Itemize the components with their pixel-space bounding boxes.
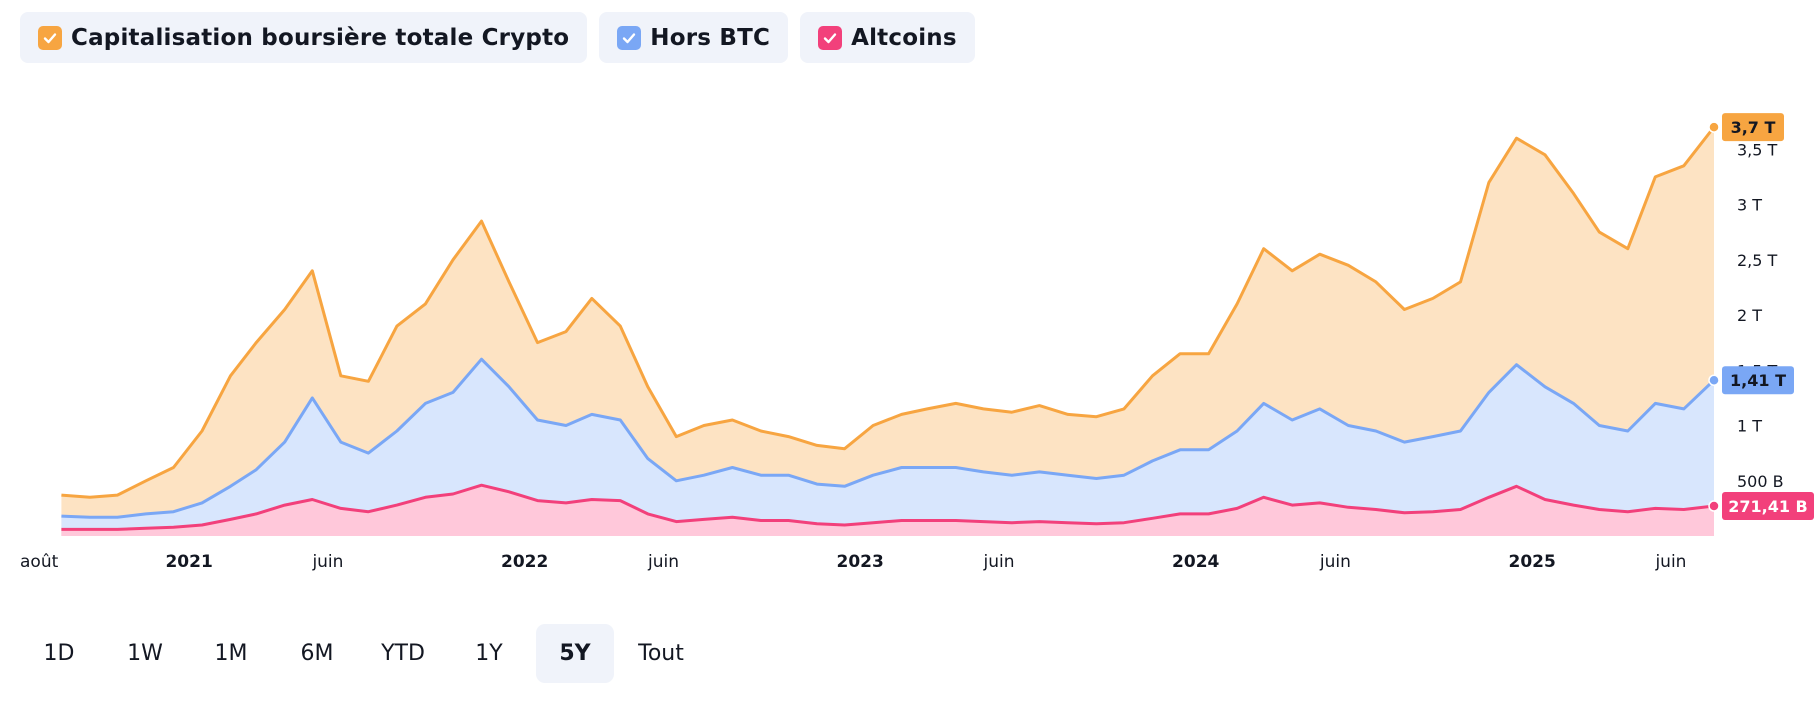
- series-lines: [61, 126, 1716, 531]
- y-tick-label: 3,5 T: [1737, 140, 1778, 159]
- y-axis: 500 B1 T1,5 T2 T2,5 T3 T3,5 T: [1737, 140, 1784, 491]
- x-tick-label: 2025: [1508, 552, 1555, 572]
- checkbox-checked-icon[interactable]: [38, 25, 62, 50]
- range-button-1w[interactable]: 1W: [127, 641, 163, 666]
- last-value-label: 3,7 T: [1731, 118, 1776, 137]
- last-point-marker: [1708, 500, 1720, 512]
- range-button-1d[interactable]: 1D: [43, 641, 75, 666]
- last-value-label: 1,41 T: [1730, 371, 1786, 390]
- market-cap-chart[interactable]: 500 B1 T1,5 T2 T2,5 T3 T3,5 Taoût2021jui…: [0, 0, 1820, 600]
- chart-legend: Capitalisation boursière totale Crypto Ho…: [20, 12, 975, 63]
- series-line-1: [61, 126, 1716, 499]
- range-button-6m[interactable]: 6M: [300, 641, 334, 666]
- last-value-label: 271,41 B: [1728, 497, 1808, 516]
- checkbox-checked-icon[interactable]: [617, 25, 642, 50]
- x-tick-label: 2022: [501, 552, 548, 572]
- range-button-1y[interactable]: 1Y: [475, 641, 503, 666]
- x-tick-label: 2021: [165, 552, 212, 572]
- last-value-badge: [1722, 492, 1814, 521]
- series-areas: [61, 127, 1714, 536]
- last-value-badge: [1722, 366, 1794, 395]
- x-tick-label: 2024: [1172, 552, 1219, 572]
- legend-label: Capitalisation boursière totale Crypto: [71, 24, 570, 51]
- series-line-2: [61, 357, 1716, 519]
- series-line-3: [61, 483, 1715, 531]
- last-value-badges: 3,7 T 1,41 T 271,41 B: [1708, 113, 1814, 521]
- y-tick-label: 3 T: [1737, 196, 1762, 215]
- series-area-3: [61, 485, 1714, 536]
- last-value-badge: [1722, 113, 1784, 142]
- x-tick-label: août: [20, 552, 59, 572]
- legend-item-2[interactable]: Hors BTC: [599, 12, 789, 63]
- legend-label: Altcoins: [851, 24, 957, 51]
- checkbox-checked-icon[interactable]: [818, 25, 843, 50]
- legend-label: Hors BTC: [650, 24, 771, 51]
- time-range-selector: 1D 1W 1M 6M YTD 1Y 5Y Tout: [20, 624, 708, 683]
- range-button-5y[interactable]: 5Y: [536, 624, 614, 683]
- x-tick-label: juin: [1654, 552, 1686, 572]
- y-tick-label: 1 T: [1737, 417, 1762, 436]
- x-tick-label: juin: [982, 552, 1014, 572]
- range-button-tout[interactable]: Tout: [638, 641, 684, 666]
- legend-item-3[interactable]: Altcoins: [800, 12, 975, 63]
- x-tick-label: juin: [311, 552, 343, 572]
- last-point-marker: [1708, 374, 1720, 386]
- x-tick-label: juin: [1319, 552, 1351, 572]
- legend-item-1[interactable]: Capitalisation boursière totale Crypto: [20, 12, 588, 63]
- y-tick-label: 500 B: [1737, 472, 1784, 491]
- last-point-marker: [1708, 121, 1720, 133]
- range-button-ytd[interactable]: YTD: [381, 641, 425, 666]
- range-button-1m[interactable]: 1M: [214, 641, 248, 666]
- y-tick-label: 2,5 T: [1737, 251, 1778, 270]
- y-tick-label: 2 T: [1737, 306, 1762, 325]
- x-tick-label: 2023: [837, 552, 884, 572]
- x-axis: août 2021 juin 2022 juin 2023 juin 2024 juin 2025…: [20, 552, 1686, 572]
- x-tick-label: juin: [647, 552, 679, 572]
